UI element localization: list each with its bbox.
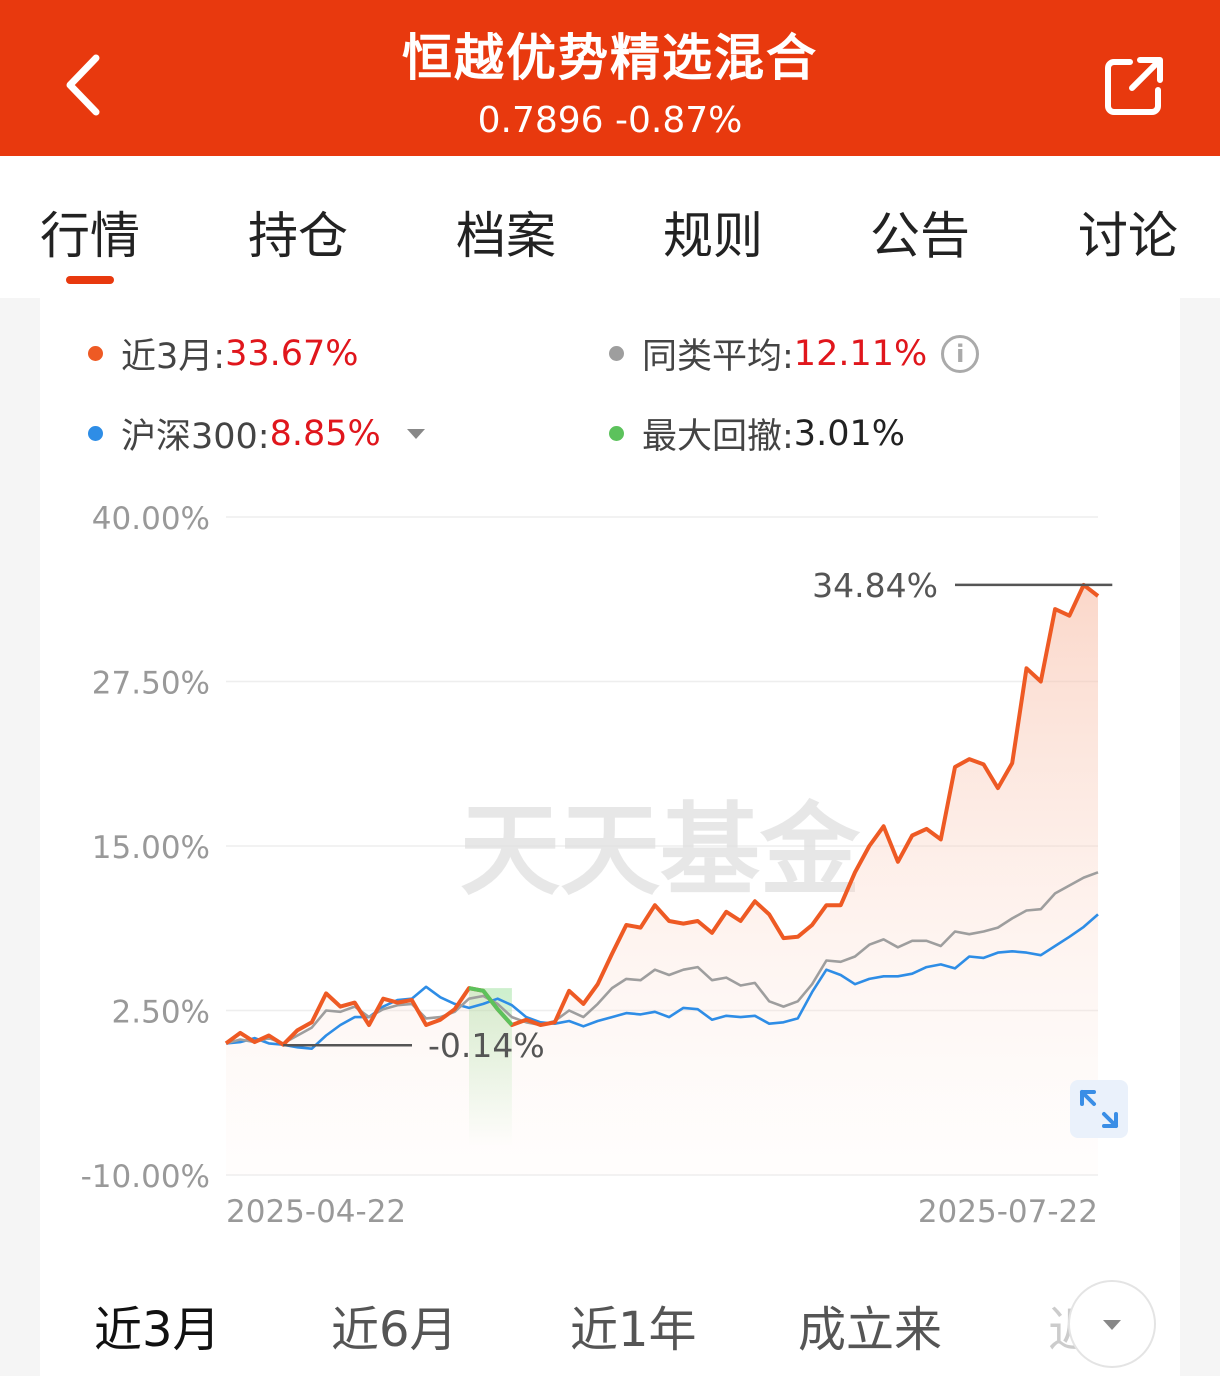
watermark: 天天基金 [460,791,861,909]
period-6m[interactable]: 近6月 [331,1302,458,1358]
tab-discussion[interactable]: 讨论 [1078,207,1178,265]
legend-benchmark: 沪深300: 8.85% [88,408,425,459]
legend-max-drawdown: 最大回撤: 3.01% [609,408,905,459]
nav-subtitle: 0.7896 -0.87% [0,100,1220,141]
period-3m[interactable]: 近3月 [94,1302,221,1358]
chevron-down-icon [1103,1320,1121,1330]
back-button[interactable] [58,50,114,120]
legend-peer-avg: 同类平均: 12.11% i [609,328,980,379]
benchmark-dot-icon [88,426,103,441]
x-tick-end: 2025-07-22 [918,1194,1098,1230]
max-annotation: 34.84% [812,566,938,605]
fund-area [226,584,1098,1175]
nav-value: 0.7896 [477,100,604,141]
x-tick-start: 2025-04-22 [226,1194,406,1230]
legend-peer-avg-label: 同类平均: [642,337,794,377]
expand-icon [1080,1090,1118,1128]
y-tick-label: 15.00% [92,830,210,866]
header-bar: 恒越优势精选混合 0.7896 -0.87% [0,0,1220,156]
drawdown-line [468,986,514,1027]
y-tick-label: 2.50% [112,995,210,1031]
tab-market[interactable]: 行情 [40,207,140,265]
tab-announcements[interactable]: 公告 [870,207,970,265]
tab-bar: 行情 持仓 档案 规则 公告 讨论 [0,156,1220,298]
nav-change: -0.87% [615,100,743,141]
legend-fund-value: 33.67% [225,333,359,374]
legend-fund: 近3月: 33.67% [88,328,359,379]
fund-line [224,582,1100,1047]
legend-benchmark-value: 8.85% [269,413,381,454]
min-annotation: -0.14% [428,1026,545,1065]
tab-rules[interactable]: 规则 [663,207,763,265]
y-tick-label: 40.00% [92,501,210,537]
y-tick-label: -10.00% [81,1159,210,1195]
legend-peer-avg-value: 12.11% [793,333,928,374]
y-tick-label: 27.50% [92,666,210,702]
share-button[interactable] [1102,54,1166,118]
performance-chart: 40.00% 27.50% 15.00% 2.50% -10.00% 天天基金 34.8… [81,501,1128,1230]
drawdown-dot-icon [609,426,624,441]
info-icon[interactable]: i [941,334,980,373]
peer-avg-line [225,871,1099,1045]
legend-fund-label: 近3月: [121,337,226,377]
legend-benchmark-label: 沪深300: [121,417,270,457]
fullscreen-button[interactable] [1070,1080,1128,1138]
tab-holdings[interactable]: 持仓 [248,207,348,265]
fund-dot-icon [88,346,103,361]
more-periods-button[interactable] [1068,1280,1156,1368]
period-1y[interactable]: 近1年 [570,1302,697,1358]
page-title: 恒越优势精选混合 [402,29,818,87]
share-icon [1105,57,1163,115]
peer-avg-dot-icon [609,346,624,361]
legend-max-drawdown-label: 最大回撤: [642,417,794,457]
active-tab-indicator [66,276,114,284]
chevron-left-icon [66,54,100,116]
tab-profile[interactable]: 档案 [456,207,556,265]
legend-max-drawdown-value: 3.01% [793,413,905,454]
period-since-inception[interactable]: 成立来 [798,1302,943,1358]
benchmark-dropdown-icon[interactable] [406,428,425,439]
